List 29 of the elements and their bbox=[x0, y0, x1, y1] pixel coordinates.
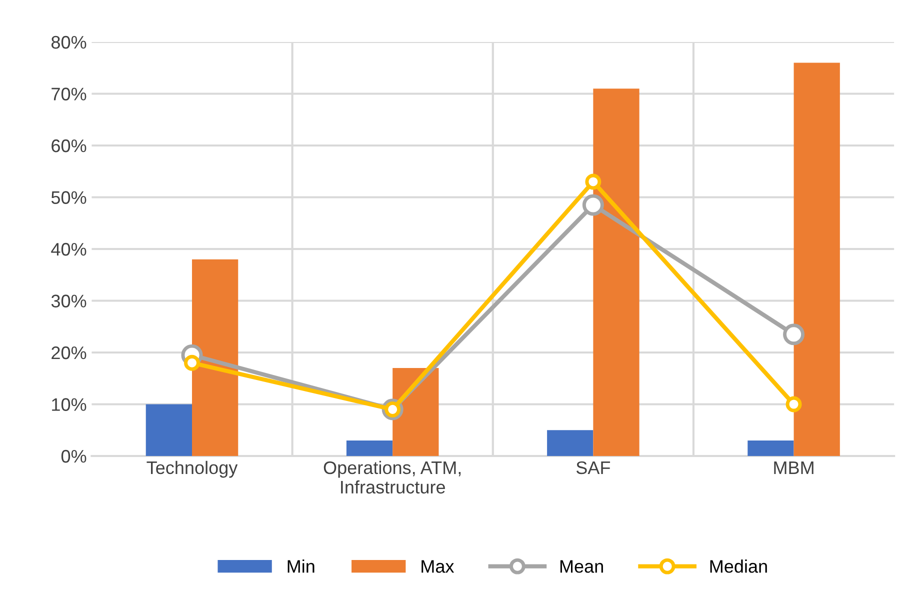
x-tick-label: Operations, ATM, Infrastructure bbox=[324, 460, 461, 494]
y-tick-label: 70% bbox=[52, 88, 86, 100]
bar bbox=[748, 440, 794, 456]
y-tick-label: 20% bbox=[52, 346, 86, 360]
point bbox=[783, 324, 805, 346]
bar bbox=[192, 259, 238, 456]
bar bbox=[146, 404, 192, 456]
legend-label: Median bbox=[710, 560, 767, 573]
y-tick-label: 30% bbox=[51, 294, 86, 308]
x-tick-label: MBM bbox=[774, 462, 814, 474]
y-tick-label: 10% bbox=[52, 398, 86, 411]
legend-label: Min bbox=[288, 560, 314, 573]
point bbox=[582, 194, 604, 216]
point bbox=[184, 354, 200, 371]
y-tick-label: 40% bbox=[51, 242, 86, 256]
bar bbox=[547, 430, 594, 456]
y-tick-label: 80% bbox=[51, 36, 86, 49]
y-tick-label: 0% bbox=[61, 450, 86, 463]
point bbox=[585, 174, 602, 190]
x-tick-label: Technology bbox=[146, 460, 238, 478]
x-tick-label: SAF bbox=[576, 461, 610, 474]
bar bbox=[593, 88, 640, 456]
bar bbox=[794, 62, 840, 456]
legend-label: Max bbox=[422, 560, 454, 573]
y-tick-label: 60% bbox=[52, 139, 86, 152]
point bbox=[786, 396, 802, 412]
legend-label: Mean bbox=[560, 560, 603, 573]
y-tick-label: 50% bbox=[51, 191, 86, 204]
bar bbox=[346, 440, 393, 456]
